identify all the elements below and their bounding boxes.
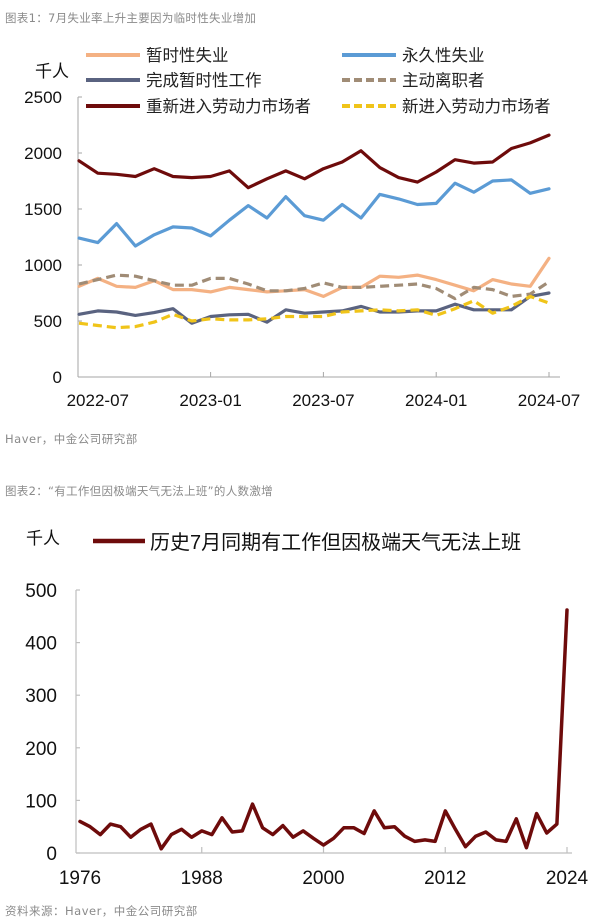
figure2-caption: 图表2：“有工作但因极端天气无法上班”的人数激增 bbox=[5, 484, 273, 498]
x-tick-label: 2023-01 bbox=[179, 391, 241, 410]
series-line-1 bbox=[77, 178, 551, 248]
series-line-2 bbox=[77, 291, 551, 325]
legend-label: 重新进入劳动力市场者 bbox=[146, 97, 311, 116]
legend-label: 完成暂时性工作 bbox=[146, 71, 262, 90]
x-tick-label: 2024-07 bbox=[518, 391, 580, 410]
y-tick-label: 300 bbox=[25, 686, 57, 707]
figure1-caption: 图表1：7月失业率上升主要因为临时性失业增加 bbox=[5, 11, 257, 25]
legend-item-5: 新进入劳动力市场者 bbox=[342, 97, 551, 116]
y-tick-label: 1000 bbox=[24, 256, 62, 275]
x-tick-label: 1988 bbox=[181, 868, 223, 889]
y-tick-label: 200 bbox=[25, 739, 57, 760]
x-tick-label: 2023-07 bbox=[292, 391, 354, 410]
y-tick-label: 2500 bbox=[24, 88, 62, 107]
figure2-source: 资料来源：Haver，中金公司研究部 bbox=[5, 904, 198, 918]
y-tick-label: 500 bbox=[25, 581, 57, 602]
y-tick-label: 500 bbox=[34, 312, 62, 331]
x-tick-label: 2022-07 bbox=[67, 391, 129, 410]
legend-item-2: 完成暂时性工作 bbox=[86, 71, 262, 90]
x-tick-label: 2024-01 bbox=[405, 391, 467, 410]
y-tick-label: 100 bbox=[25, 791, 57, 812]
series-line-4 bbox=[77, 133, 551, 190]
series-line-0 bbox=[78, 608, 569, 851]
y-tick-label: 0 bbox=[46, 844, 57, 865]
legend-item-1: 永久性失业 bbox=[342, 46, 485, 65]
y-unit-label: 千人 bbox=[35, 62, 69, 81]
legend-item-3: 主动离职者 bbox=[342, 71, 485, 90]
y-tick-label: 400 bbox=[25, 634, 57, 655]
legend-label: 新进入劳动力市场者 bbox=[402, 97, 551, 116]
chart1-unemployment-by-reason: 千人 0 500 1000 1500 2000 2500 2022-07 2023-01 2023… bbox=[24, 46, 580, 410]
y-unit-label: 千人 bbox=[26, 529, 60, 548]
x-tick-label: 2012 bbox=[424, 868, 466, 889]
legend-item-0: 历史7月同期有工作但因极端天气无法上班 bbox=[93, 531, 521, 554]
legend-label: 历史7月同期有工作但因极端天气无法上班 bbox=[150, 531, 521, 554]
legend-label: 暂时性失业 bbox=[146, 46, 229, 65]
x-tick-label: 1976 bbox=[59, 868, 101, 889]
legend-label: 永久性失业 bbox=[402, 46, 485, 65]
legend-label: 主动离职者 bbox=[402, 71, 485, 90]
legend-item-4: 重新进入劳动力市场者 bbox=[86, 97, 311, 116]
y-tick-label: 1500 bbox=[24, 200, 62, 219]
series-line-3 bbox=[78, 273, 550, 301]
series-line-0 bbox=[77, 256, 551, 298]
legend-item-0: 暂时性失业 bbox=[86, 46, 229, 65]
figure1-source: Haver，中金公司研究部 bbox=[5, 432, 138, 446]
y-tick-label: 0 bbox=[53, 368, 62, 387]
x-tick-label: 2024 bbox=[546, 868, 589, 889]
series-line-5 bbox=[78, 294, 550, 330]
x-tick-label: 2000 bbox=[302, 868, 344, 889]
y-tick-label: 2000 bbox=[24, 144, 62, 163]
